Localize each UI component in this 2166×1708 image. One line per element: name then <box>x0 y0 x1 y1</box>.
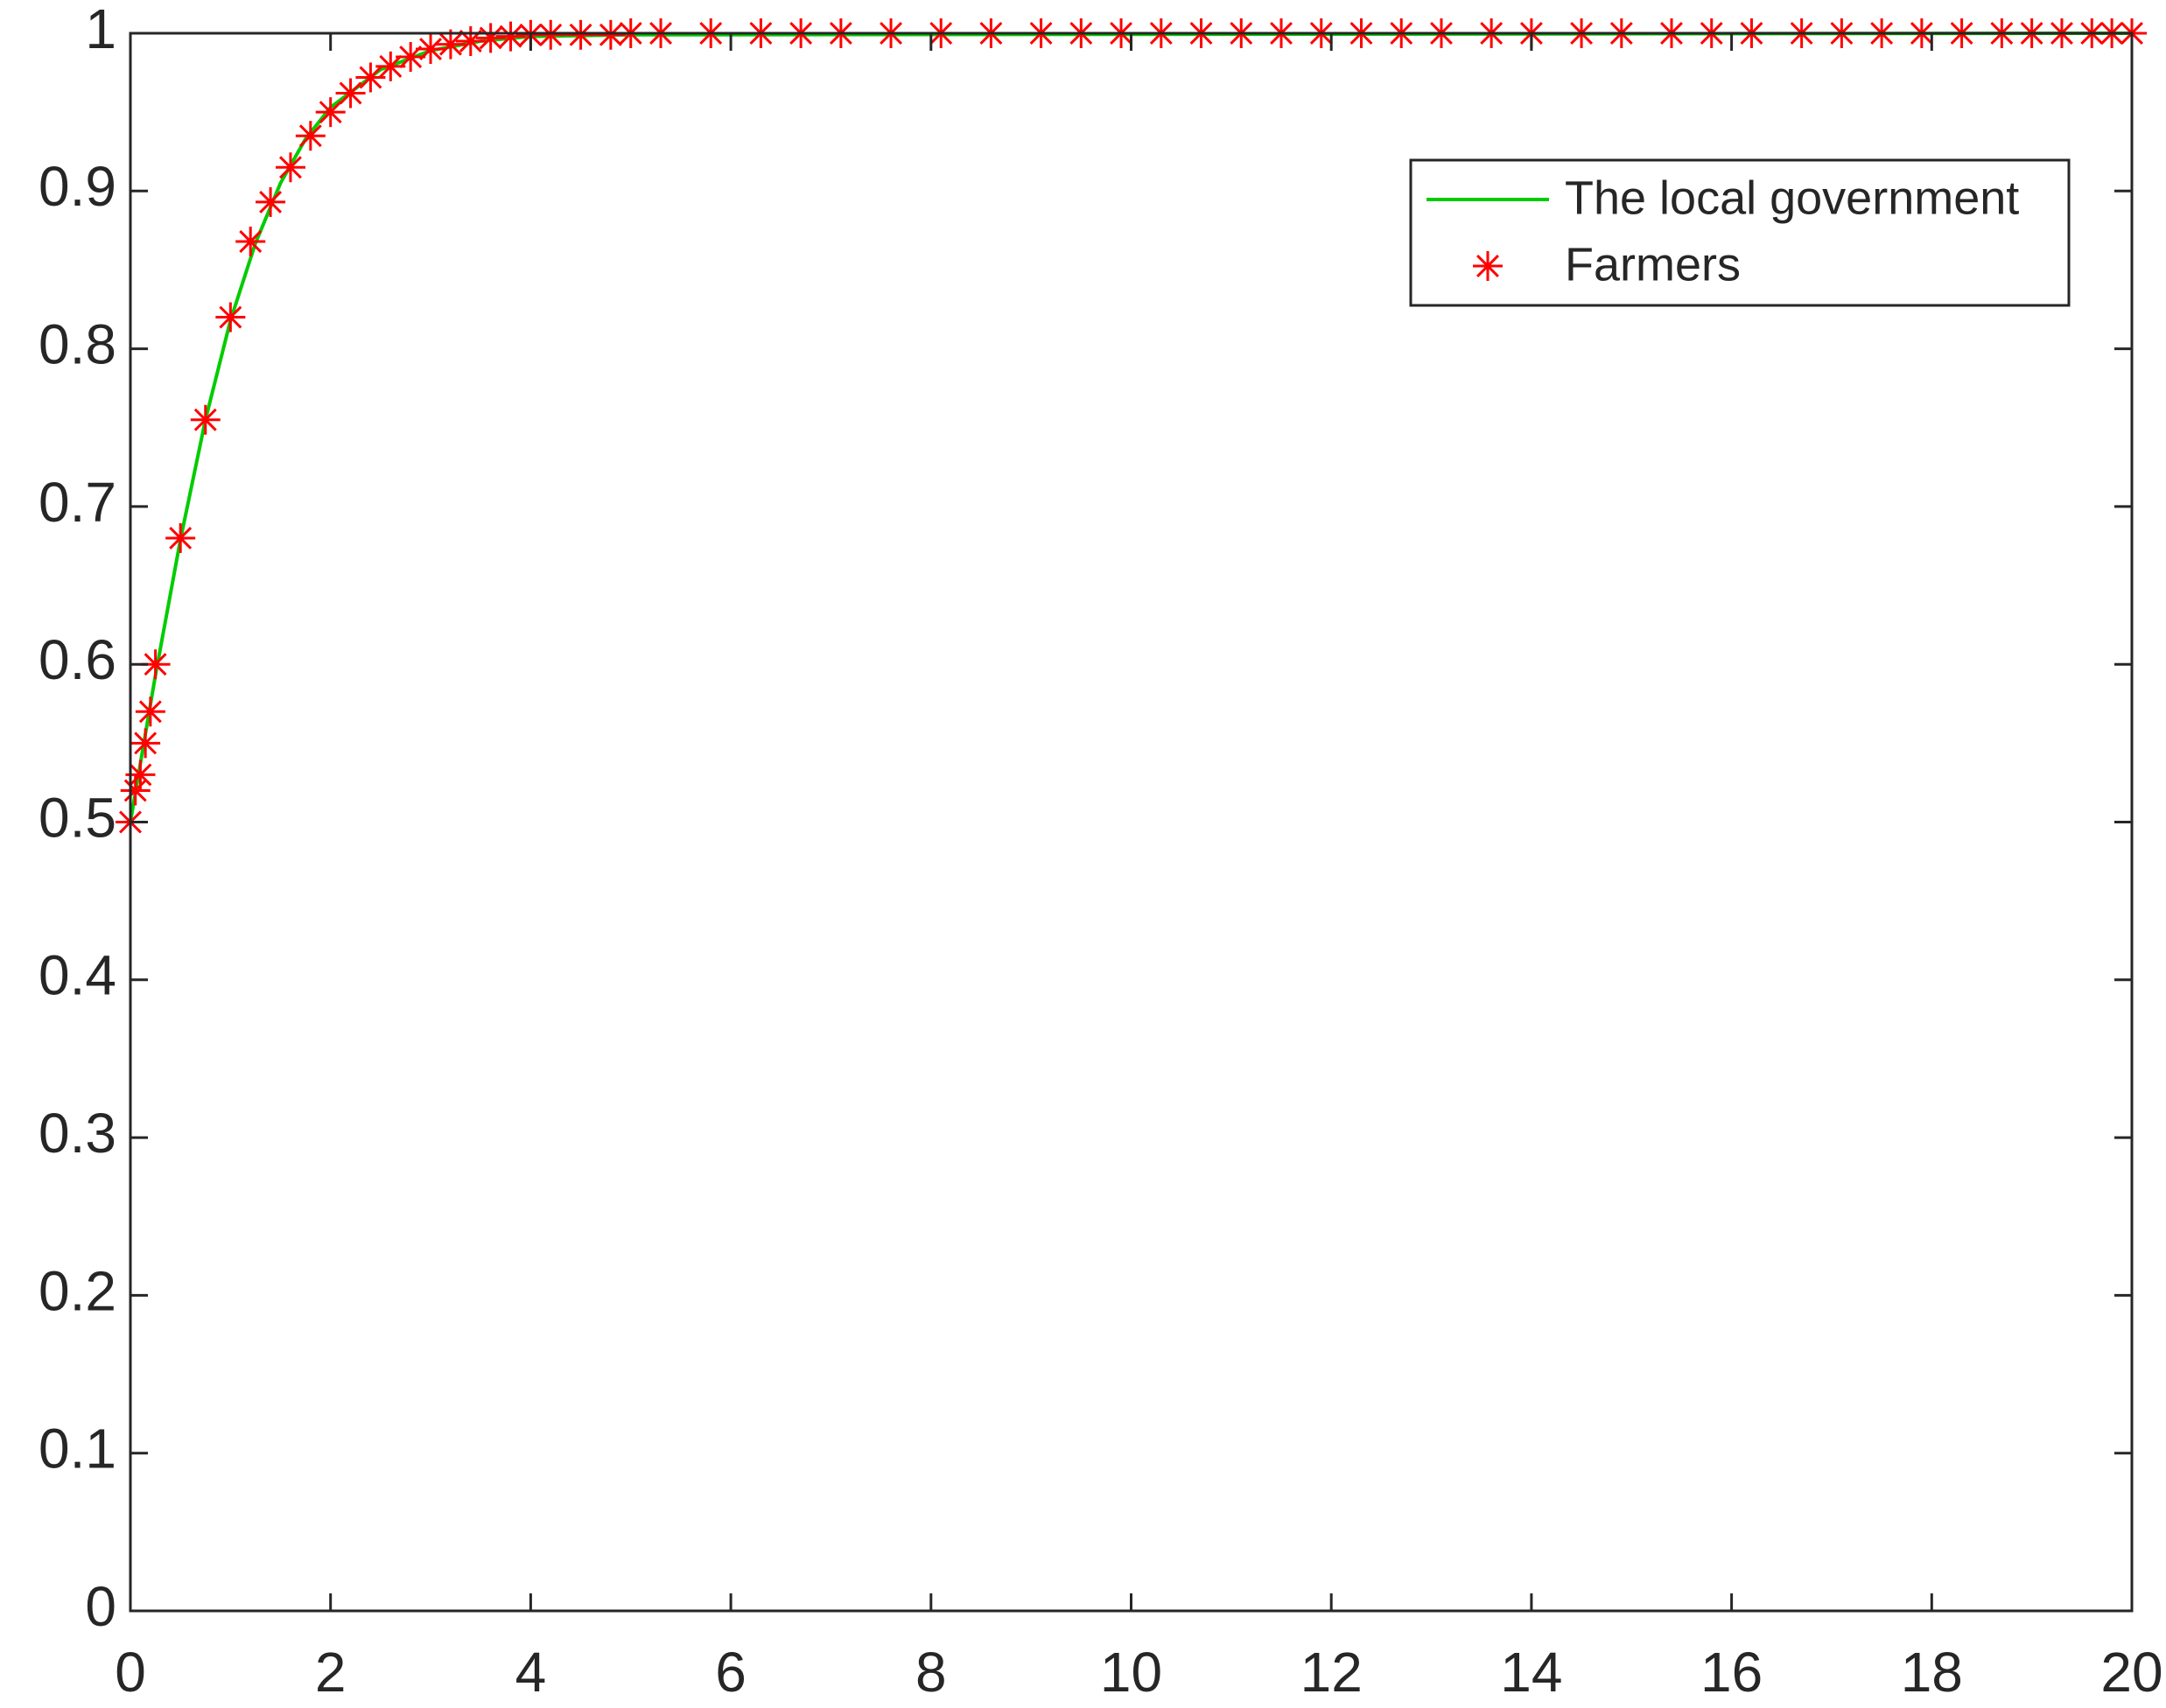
data-point <box>235 226 266 256</box>
marker-stroke <box>129 763 152 787</box>
y-tick-label: 0.7 <box>39 471 116 534</box>
marker-stroke <box>144 653 167 676</box>
marker-stroke <box>193 408 217 431</box>
data-point <box>536 19 566 50</box>
marker-stroke <box>438 32 462 56</box>
y-tick-label: 0.2 <box>39 1259 116 1322</box>
marker-stroke <box>169 526 193 550</box>
marker-stroke <box>134 732 158 755</box>
y-tick-label: 0.3 <box>39 1102 116 1165</box>
y-tick-label: 0.1 <box>39 1418 116 1480</box>
data-point <box>135 696 165 727</box>
x-tick-label: 18 <box>1901 1641 1963 1704</box>
legend-box <box>1409 158 2071 307</box>
marker-stroke <box>123 779 147 802</box>
data-point <box>416 34 446 65</box>
marker-stroke <box>138 700 162 724</box>
legend-marker <box>1473 251 1503 281</box>
marker-stroke <box>278 156 302 179</box>
x-tick-label: 12 <box>1300 1641 1363 1704</box>
data-point <box>595 19 626 50</box>
legend-label: Farmers <box>1565 238 1741 290</box>
marker-stroke <box>599 23 622 46</box>
marker-stroke <box>319 101 342 124</box>
marker-stroke <box>569 23 592 46</box>
marker-stroke <box>479 26 502 50</box>
x-tick-label: 8 <box>915 1641 947 1704</box>
data-point <box>315 97 346 128</box>
data-point <box>165 522 196 553</box>
marker-stroke <box>499 24 522 48</box>
data-point <box>215 302 246 332</box>
data-point <box>565 19 596 50</box>
data-point <box>396 42 426 73</box>
y-tick-label: 0.8 <box>39 313 116 376</box>
y-tick-label: 0.5 <box>39 786 116 849</box>
marker-stroke <box>539 23 563 46</box>
marker-stroke <box>379 54 403 78</box>
x-tick-label: 4 <box>515 1641 547 1704</box>
data-point <box>130 728 161 759</box>
y-tick-label: 1 <box>85 0 116 60</box>
x-tick-label: 2 <box>315 1641 347 1704</box>
y-tick-label: 0 <box>85 1575 116 1638</box>
marker-stroke <box>259 190 283 214</box>
y-tick-label: 0.9 <box>39 155 116 218</box>
legend: The local government Farmers <box>1409 158 2071 307</box>
x-tick-label: 14 <box>1500 1641 1562 1704</box>
y-tick-label: 0.6 <box>39 628 116 691</box>
marker-stroke <box>298 124 322 148</box>
marker-stroke <box>1476 255 1499 277</box>
x-tick-label: 20 <box>2100 1641 2162 1704</box>
data-point <box>475 23 506 53</box>
marker-stroke <box>419 38 443 60</box>
marker-stroke <box>219 305 242 329</box>
marker-stroke <box>359 66 382 89</box>
data-point <box>495 21 526 52</box>
y-tick-label: 0.4 <box>39 944 116 1007</box>
data-point <box>295 121 326 151</box>
legend-label: The local government <box>1565 172 2019 224</box>
x-tick-label: 16 <box>1700 1641 1763 1704</box>
marker-stroke <box>339 81 362 105</box>
data-point <box>355 62 386 93</box>
x-tick-label: 0 <box>115 1641 146 1704</box>
marker-stroke <box>239 230 263 253</box>
data-point <box>256 186 286 217</box>
x-tick-label: 10 <box>1100 1641 1162 1704</box>
data-point <box>335 78 366 108</box>
data-point <box>275 152 305 183</box>
data-point <box>190 404 221 435</box>
x-tick-label: 6 <box>715 1641 747 1704</box>
